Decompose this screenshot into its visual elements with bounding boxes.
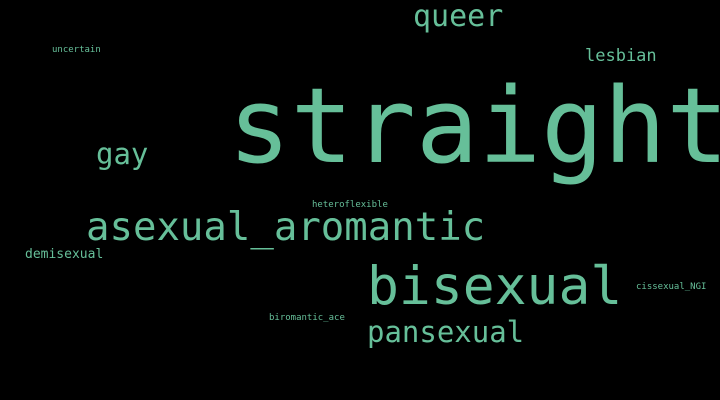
word-gay: gay [96,137,149,171]
word-bisexual: bisexual [367,256,623,317]
word-heteroflexible: heteroflexible [312,200,388,210]
word-uncertain: uncertain [52,45,101,55]
word-lesbian: lesbian [585,46,657,66]
word-pansexual: pansexual [367,315,525,349]
word-asexual-aromantic: asexual_aromantic [86,205,486,250]
word-cissexual-ngi: cissexual_NGI [636,282,707,292]
word-biromantic-ace: biromantic_ace [269,313,345,323]
word-demisexual: demisexual [25,247,104,262]
word-straight: straight [228,65,720,187]
word-queer: queer [413,0,504,34]
